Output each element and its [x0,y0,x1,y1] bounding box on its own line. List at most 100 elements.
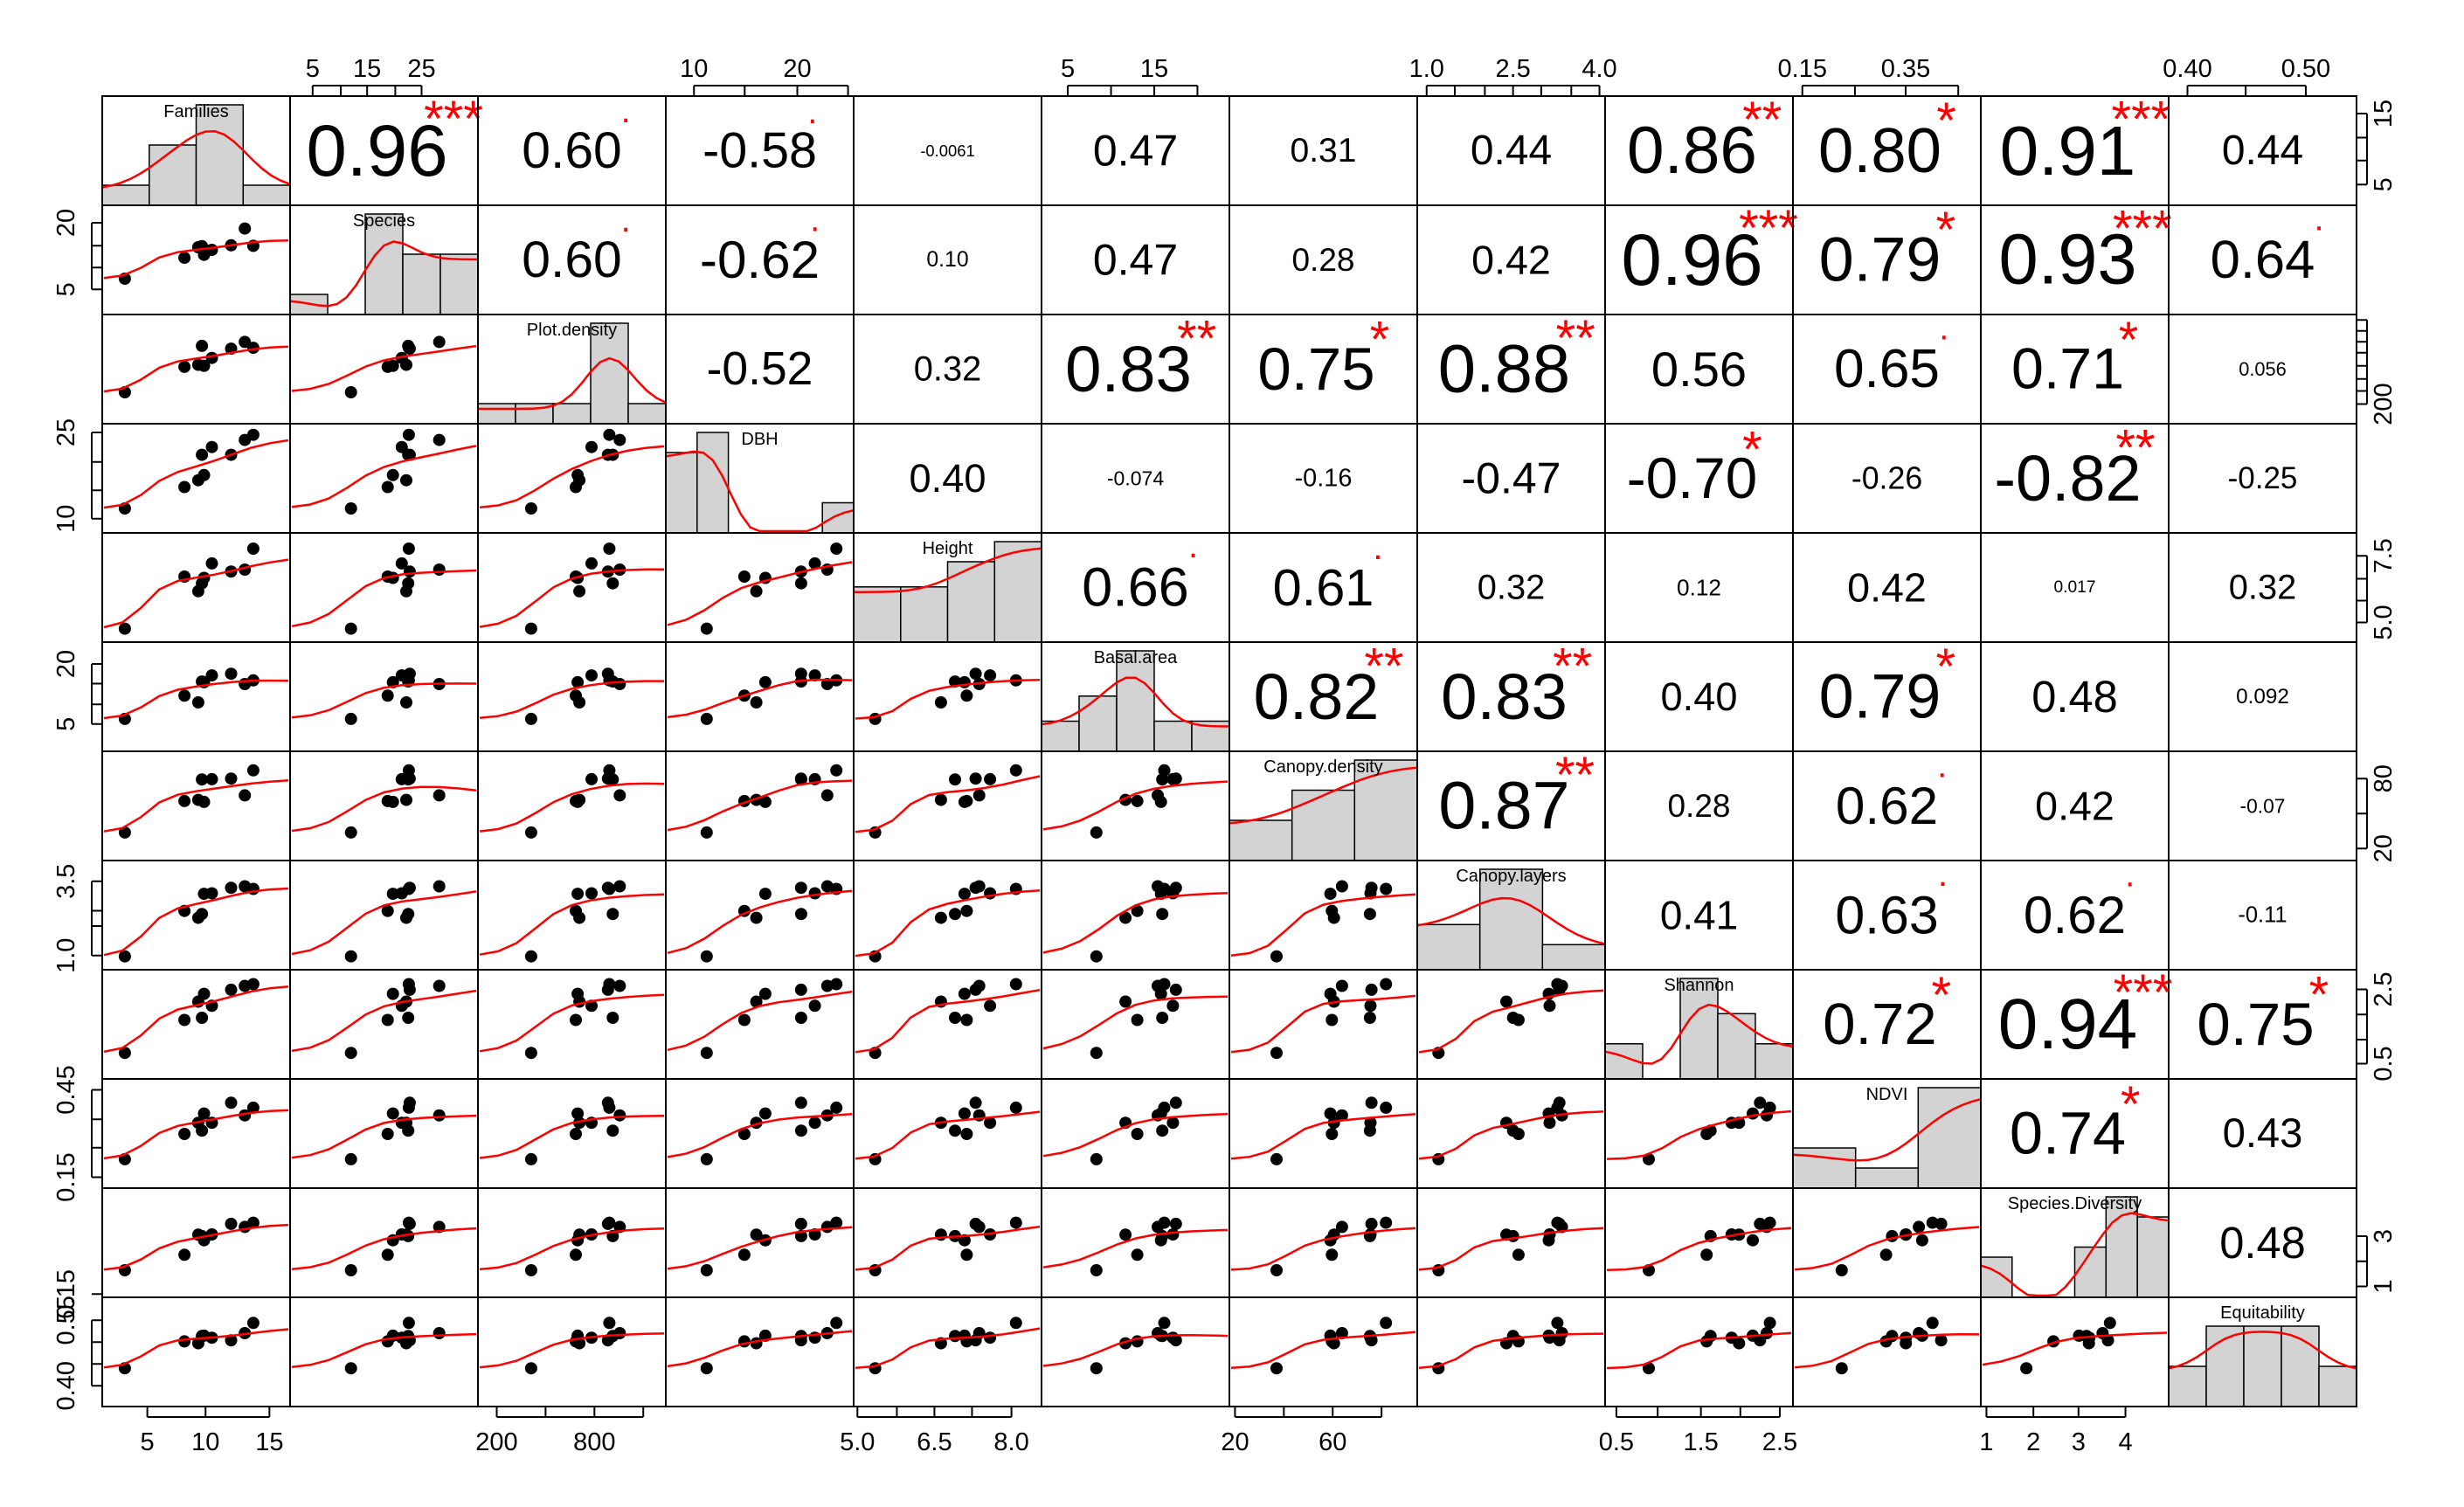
panel-border [1041,1296,1230,1407]
scatter-point [381,794,394,807]
scatter-point [1643,1362,1655,1375]
scatter-point [613,1109,626,1122]
panel-border [289,1296,479,1407]
panel-border [665,1296,855,1407]
scatter-point [1131,794,1144,807]
panel-border [477,423,667,534]
panel-border [101,204,291,315]
panel-border [1229,1296,1418,1407]
scatter-point [1270,1362,1283,1375]
axis-tick-label: 0.50 [2281,55,2330,83]
axis-tick-label: 200 [475,1428,517,1456]
panel-border [289,532,479,643]
correlation-value: 0.61 [1273,558,1374,617]
scatter-point [344,1047,357,1060]
scatter-point [1090,826,1103,839]
panel-border [853,641,1042,752]
smooth-fit-line [479,1115,665,1159]
histogram-bar [242,184,291,206]
scatter-point [205,556,218,570]
smooth-fit-line [291,1114,477,1159]
scatter-point [400,793,412,806]
panel-border [1416,1187,1606,1298]
scatter-point [1512,1248,1525,1262]
significance-stars: ** [1177,311,1216,368]
histogram-bar [993,541,1042,643]
scatter-point [1090,950,1103,963]
panel-border [101,750,291,861]
scatter-point [381,480,394,494]
scatter-point [1270,1264,1283,1276]
correlation-value: 0.79 [1819,662,1941,732]
smooth-fit-line [1418,1332,1604,1370]
scatter-point [239,222,252,235]
scatter-point [830,1216,843,1229]
scatter-point [2103,1317,2116,1330]
density-curve [665,450,855,533]
scatter-point [794,1124,807,1137]
scatter-point [1325,904,1339,917]
significance-stars: * [1936,93,1956,149]
axis-tick-label: 5 [52,717,80,731]
axis-tick-label: 0.40 [2163,55,2211,83]
smooth-fit-line [291,682,477,719]
axis-tick-label: 15 [1140,55,1168,83]
scatter-point [750,1337,763,1350]
scatter-point [1156,1012,1169,1024]
scatter-point [402,543,415,555]
scatter-point [196,448,209,461]
significance-stars: ** [1553,639,1592,695]
scatter-point [403,565,416,578]
correlation-value: 0.28 [1667,788,1730,824]
scatter-point [1270,1047,1283,1060]
axis-tick-label: 15 [2370,100,2398,128]
smooth-fit-line [1606,1331,1792,1370]
scatter-point [403,667,416,681]
scatter-point [1879,1248,1893,1262]
correlation-value: -0.26 [1851,461,1922,496]
correlation-value: 0.96 [306,110,447,191]
scatter-point [1512,1128,1525,1140]
panel-border [1604,1296,1794,1407]
scatter-point [1270,1152,1283,1165]
scatter-point [794,1012,807,1024]
correlation-value: 0.056 [2239,358,2287,380]
scatter-point [1915,1234,1928,1247]
scatter-point [758,675,772,688]
scatter-point [1363,908,1376,921]
axis-tick-label: 20 [52,209,80,237]
scatter-point [344,1264,357,1276]
histogram-bar [2168,1365,2207,1407]
histogram-bar [1792,1147,1857,1189]
scatter-point [1506,1229,1519,1242]
scatter-point [570,1128,582,1140]
histogram-bar [402,253,441,315]
scatter-point [969,881,982,895]
histogram-bar [2136,1216,2170,1298]
scatter-point [613,979,626,992]
scatter-point [585,772,598,785]
axis-tick-label: 15 [255,1428,283,1456]
significance-stars: * [1936,202,1956,259]
histogram-bar [946,561,996,643]
correlation-value: -0.62 [700,231,820,289]
significance-stars: . [807,93,817,131]
axis-tick-label: 0.45 [52,1065,80,1114]
scatter-point [402,577,415,590]
panel-border [477,1187,667,1298]
scatter-point [1325,1128,1339,1140]
scatter-point [1166,1116,1180,1130]
scatter-point [1131,1128,1144,1140]
smooth-fit-line [103,1223,289,1271]
scatter-point [386,888,399,901]
scatter-point [196,339,209,352]
axis-tick-label: 4 [2118,1428,2132,1456]
axis-tick-label: 10 [191,1428,219,1456]
smooth-fit-line [479,568,664,628]
scatter-point [1009,1101,1022,1114]
significance-stars: ** [2115,420,2155,477]
axis-tick-label: 10 [52,505,80,533]
correlation-value: 0.83 [1441,660,1568,733]
scatter-point [1551,1317,1564,1330]
